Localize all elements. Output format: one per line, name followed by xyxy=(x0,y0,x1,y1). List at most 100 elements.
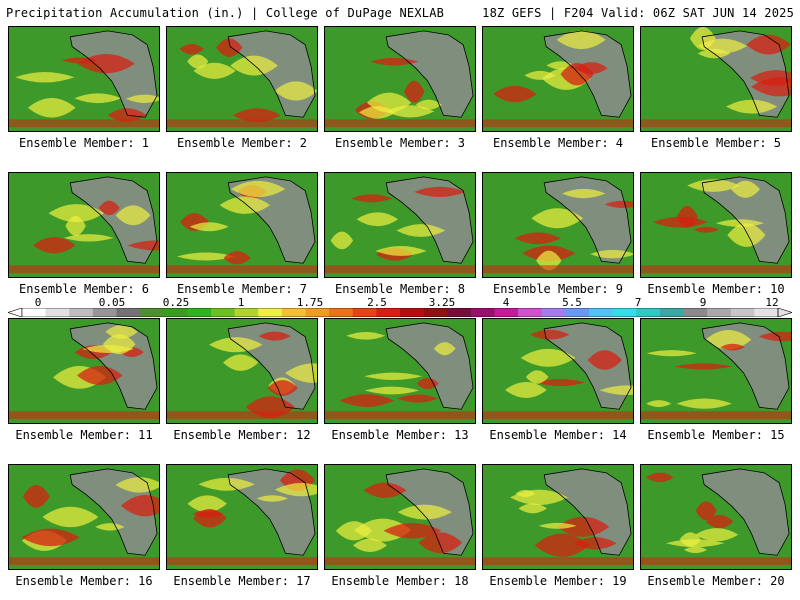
colorbar-swatch xyxy=(423,308,448,317)
colorbar-tick-label: 1 xyxy=(237,296,245,309)
colorbar-swatch xyxy=(376,308,401,317)
precip-map-image xyxy=(167,465,317,569)
model-valid-time: 18Z GEFS | F204 Valid: 06Z SAT JUN 14 20… xyxy=(482,6,794,20)
precip-map-image xyxy=(325,465,475,569)
precip-map-image xyxy=(325,319,475,423)
precip-map-image xyxy=(483,173,633,277)
ensemble-member-map xyxy=(324,26,476,132)
colorbar-swatch xyxy=(400,308,424,317)
colorbar-tick-label: 0 xyxy=(34,296,42,309)
ensemble-member-label: Ensemble Member: 16 xyxy=(15,574,153,588)
colorbar-tick-label: 7 xyxy=(634,296,642,309)
colorbar-swatch xyxy=(92,308,117,317)
colorbar-swatch xyxy=(565,308,590,317)
colorbar-tick-label: 3.25 xyxy=(428,296,456,309)
ensemble-member-map xyxy=(482,464,634,570)
precip-map-image xyxy=(325,27,475,131)
precip-map-image xyxy=(9,173,159,277)
ensemble-member-label: Ensemble Member: 1 xyxy=(18,136,150,150)
colorbar-swatch xyxy=(258,308,283,317)
colorbar-min-arrow xyxy=(8,308,23,317)
colorbar-swatch xyxy=(730,308,755,317)
colorbar-tick-label: 12 xyxy=(765,296,779,309)
colorbar-tick-label: 9 xyxy=(699,296,707,309)
colorbar-tick-label: 4 xyxy=(502,296,510,309)
ensemble-member-label: Ensemble Member: 4 xyxy=(492,136,624,150)
colorbar-swatch xyxy=(305,308,330,317)
colorbar-swatch xyxy=(329,308,354,317)
colorbar-strip xyxy=(8,308,792,317)
ensemble-member-label: Ensemble Member: 14 xyxy=(489,428,627,442)
ensemble-member-map xyxy=(482,318,634,424)
colorbar-tick-label: 0.05 xyxy=(98,296,126,309)
colorbar-tick-label: 2.5 xyxy=(367,296,387,309)
colorbar-tick-label: 5.5 xyxy=(562,296,582,309)
ensemble-member-map xyxy=(324,172,476,278)
ensemble-member-label: Ensemble Member: 19 xyxy=(489,574,627,588)
colorbar-swatch xyxy=(163,308,188,317)
ensemble-member-map xyxy=(324,464,476,570)
colorbar-tick-label: 0.25 xyxy=(162,296,190,309)
colorbar-swatch xyxy=(352,308,377,317)
colorbar-swatch xyxy=(234,308,259,317)
ensemble-member-map xyxy=(8,26,160,132)
colorbar-tick-label: 1.75 xyxy=(296,296,324,309)
ensemble-member-label: Ensemble Member: 13 xyxy=(331,428,469,442)
ensemble-member-label: Ensemble Member: 15 xyxy=(647,428,785,442)
ensemble-member-label: Ensemble Member: 8 xyxy=(334,282,466,296)
colorbar-swatch xyxy=(754,308,779,317)
ensemble-member-map xyxy=(640,26,792,132)
colorbar-max-arrow xyxy=(777,308,792,317)
ensemble-member-label: Ensemble Member: 11 xyxy=(15,428,153,442)
colorbar-swatch xyxy=(518,308,543,317)
ensemble-member-map xyxy=(8,172,160,278)
colorbar-swatch xyxy=(22,308,46,317)
colorbar-swatch xyxy=(494,308,519,317)
ensemble-member-label: Ensemble Member: 3 xyxy=(334,136,466,150)
ensemble-member-map xyxy=(166,464,318,570)
colorbar-swatch xyxy=(45,308,70,317)
colorbar-swatch xyxy=(447,308,472,317)
ensemble-member-label: Ensemble Member: 12 xyxy=(173,428,311,442)
colorbar-swatch xyxy=(116,308,141,317)
colorbar-swatch xyxy=(211,308,235,317)
colorbar-swatch xyxy=(612,308,637,317)
colorbar-swatch xyxy=(69,308,94,317)
precip-map-image xyxy=(483,27,633,131)
colorbar-swatch xyxy=(140,308,165,317)
ensemble-member-map xyxy=(482,26,634,132)
ensemble-member-label: Ensemble Member: 2 xyxy=(176,136,308,150)
ensemble-member-map xyxy=(640,318,792,424)
ensemble-member-label: Ensemble Member: 18 xyxy=(331,574,469,588)
colorbar-swatch xyxy=(659,308,684,317)
colorbar-swatch xyxy=(636,308,661,317)
colorbar-swatch xyxy=(683,308,708,317)
ensemble-member-label: Ensemble Member: 20 xyxy=(647,574,785,588)
precip-map-image xyxy=(167,27,317,131)
precip-map-image xyxy=(641,27,791,131)
map-title: Precipitation Accumulation (in.) | Colle… xyxy=(6,6,445,20)
colorbar-swatch xyxy=(589,308,613,317)
ensemble-member-label: Ensemble Member: 9 xyxy=(492,282,624,296)
ensemble-member-map xyxy=(324,318,476,424)
precip-map-image xyxy=(167,319,317,423)
precip-map-image xyxy=(167,173,317,277)
precip-map-image xyxy=(9,465,159,569)
colorbar: 0 0.05 0.25 1 1.75 2.5 3.25 4 5.5 7 9 12 xyxy=(8,296,792,320)
ensemble-member-label: Ensemble Member: 10 xyxy=(647,282,785,296)
precip-map-image xyxy=(641,465,791,569)
precip-map-image xyxy=(641,319,791,423)
colorbar-swatch xyxy=(187,308,212,317)
ensemble-member-label: Ensemble Member: 17 xyxy=(173,574,311,588)
ensemble-member-map xyxy=(482,172,634,278)
precip-map-image xyxy=(325,173,475,277)
ensemble-member-label: Ensemble Member: 6 xyxy=(18,282,150,296)
precip-map-image xyxy=(9,319,159,423)
colorbar-swatch xyxy=(281,308,306,317)
ensemble-member-map xyxy=(640,464,792,570)
precip-map-image xyxy=(641,173,791,277)
colorbar-swatch xyxy=(541,308,566,317)
precip-map-image xyxy=(483,319,633,423)
precip-map-image xyxy=(9,27,159,131)
ensemble-member-map xyxy=(640,172,792,278)
